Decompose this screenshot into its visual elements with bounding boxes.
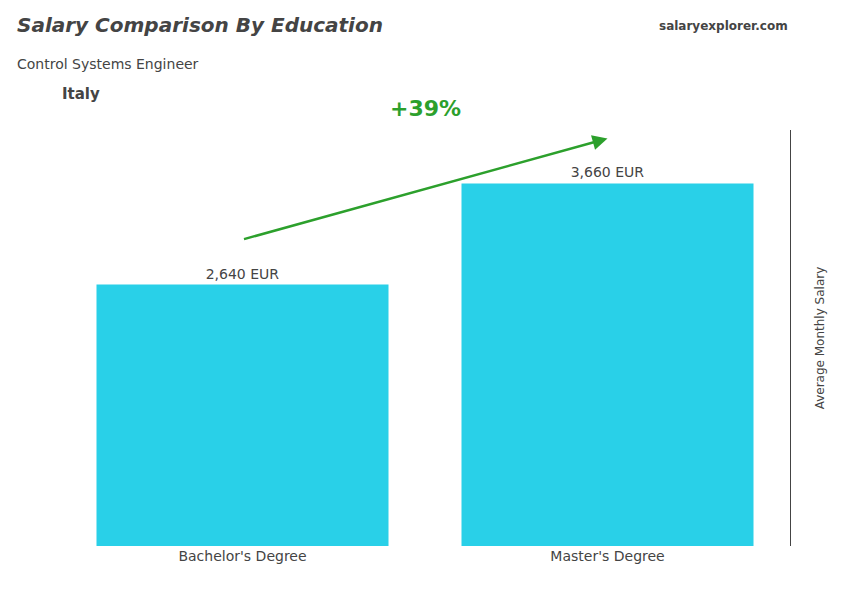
svg-text:Salary Comparison By Education: Salary Comparison By Education	[17, 13, 383, 37]
svg-text:2,640 EUR: 2,640 EUR	[206, 266, 280, 282]
svg-text:Master's Degree: Master's Degree	[550, 548, 664, 564]
svg-text:Average Monthly Salary: Average Monthly Salary	[813, 267, 827, 410]
svg-text:Bachelor's Degree: Bachelor's Degree	[178, 548, 306, 564]
svg-text:Control Systems Engineer: Control Systems Engineer	[17, 56, 199, 72]
svg-text:3,660 EUR: 3,660 EUR	[571, 164, 645, 180]
svg-text:Italy: Italy	[62, 85, 100, 103]
svg-text:+39%: +39%	[390, 96, 461, 121]
svg-text:salaryexplorer.com: salaryexplorer.com	[659, 19, 788, 33]
